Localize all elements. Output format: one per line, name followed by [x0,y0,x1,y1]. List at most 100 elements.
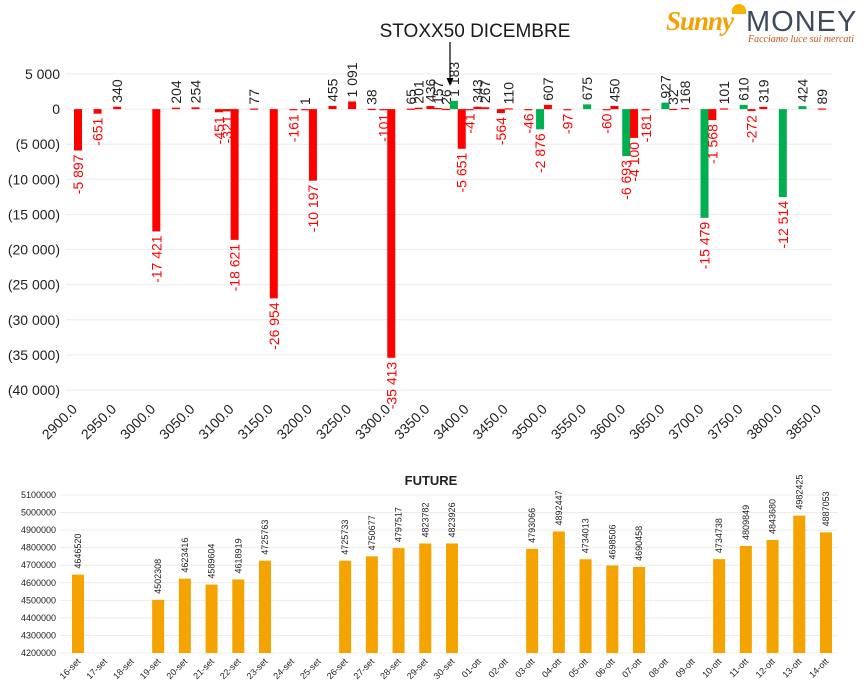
chart1-data-label: -5 897 [70,154,86,194]
chart2-data-label: 4823926 [447,502,457,537]
chart1-data-label: -46 [520,113,536,133]
chart1-data-label: 343 [469,79,485,103]
chart2-data-label: 4690458 [634,526,644,561]
chart1-data-label: -97 [559,114,575,134]
chart1-bar [496,109,505,114]
logo-tagline: Facciamo luce sui mercati [748,34,854,45]
chart2-data-label: 4589604 [207,544,217,579]
chart1-data-label: -17 421 [148,235,164,283]
chart1-xtick-label: 3000.0 [117,401,159,443]
chart2-data-label: 4698506 [607,524,617,559]
chart1-bar [680,107,689,110]
chart1-data-label: -6 693 [618,160,634,200]
chart2-xtick-label: 26-set [325,656,350,681]
chart2-xtick-label: 25-set [298,656,323,681]
chart1-bar [747,109,756,112]
chart1-data-label: 675 [579,77,595,101]
chart1-bar [289,109,298,111]
chart2-xtick-label: 21-set [191,656,216,681]
chart1-data-label: 101 [716,81,732,105]
chart1-data-label: 319 [755,79,771,103]
chart2-bar [259,560,271,653]
chart1-bar [536,109,545,130]
chart1-xtick-label: 3650.0 [626,401,668,443]
chart1-bar [406,108,415,110]
chart2-xtick-label: 27-set [352,656,377,681]
chart1-bar [661,102,670,110]
chart1-data-label: 204 [168,80,184,104]
chart1-ytick-label: 5 000 [25,66,60,82]
chart1-data-label: 38 [364,89,380,105]
chart1-data-label: -35 413 [383,362,399,410]
chart1-data-label: 201 [411,80,427,104]
chart1-bar [348,101,357,110]
chart1-data-label: -451 [211,116,227,144]
chart1-bar [328,105,337,110]
chart2-xtick-label: 03-ott [513,656,537,680]
chart2-data-label: 4502308 [153,559,163,594]
chart1-bar [152,109,161,232]
chart1-data-label: -181 [638,114,654,142]
chart1-bar [442,108,451,111]
chart1-data-label: 168 [677,80,693,104]
chart2-bar [739,545,752,653]
chart1-xtick-label: 2900.0 [39,401,81,443]
chart2-bar [633,566,645,653]
chart1-data-label: -1 568 [704,124,720,164]
chart1-bar [367,108,376,111]
chart1-bar [641,109,650,111]
chart1-bar [171,107,180,110]
chart1-xtick-label: 3850.0 [783,401,825,443]
chart1-bar [222,109,231,112]
chart2-bar [552,531,565,653]
chart1-data-label: -18 621 [227,244,243,292]
chart1-data-label: 65 [403,89,419,105]
chart2-bar [713,559,726,653]
chart2-bar [392,548,405,653]
chart1-xtick-label: 3450.0 [469,401,511,443]
chart1-ytick-label: (10 000) [8,171,60,187]
chart1-bar [602,109,611,111]
chart1-xtick-label: 3700.0 [665,401,707,443]
chart1-xtick-label: 3550.0 [548,401,590,443]
chart2-ytick-label: 4900000 [21,525,56,535]
chart2-bar [72,574,84,653]
chart1-data-label: -161 [285,114,301,142]
chart2-data-label: 4618919 [233,538,243,573]
chart2-bar [365,556,378,653]
logo-word-money: MONEY [746,6,858,38]
chart1-data-label: 436 [422,78,438,102]
chart1-bar [818,108,826,110]
chart2-data-label: 4750677 [367,515,377,550]
chart2-bar [419,543,432,653]
chart2-bar [766,539,779,653]
chart1-bar [379,109,388,111]
chart1-data-label: 455 [325,78,341,102]
chart1-bar [457,109,466,149]
chart1-bar [449,100,458,110]
chart2-data-label: 4646520 [73,534,83,569]
chart2-xtick-label: 06-ott [593,656,617,680]
chart1-title: STOXX50 DICEMBRE [380,21,571,42]
chart1-data-label: -41 [462,113,478,133]
chart2-xtick-label: 11-ott [727,656,750,679]
chart2-xtick-label: 18-set [111,656,136,681]
chart1-bar [524,109,533,111]
chart1-data-label: 77 [246,89,262,105]
chart2-ytick-label: 5100000 [21,490,56,500]
chart1-data-label: 157 [430,80,446,104]
chart1-data-label: -12 514 [775,201,791,249]
chart1-xtick-label: 3400.0 [430,401,472,443]
chart2-xtick-label: 01-ott [460,656,484,680]
chart1-ytick-label: (25 000) [8,277,60,293]
chart1-bar [473,106,482,110]
chart2-xtick-label: 10-ott [700,656,724,680]
chart2-xtick-label: 28-set [378,656,403,681]
chart1-bar [387,109,396,358]
chart1-xtick-label: 3150.0 [234,401,276,443]
chart1-xtick-label: 2950.0 [78,401,120,443]
chart1-data-label: 1 091 [344,62,360,97]
chart1-bar [113,106,122,110]
chart1-bar [708,109,717,121]
chart1-bar [778,109,787,197]
